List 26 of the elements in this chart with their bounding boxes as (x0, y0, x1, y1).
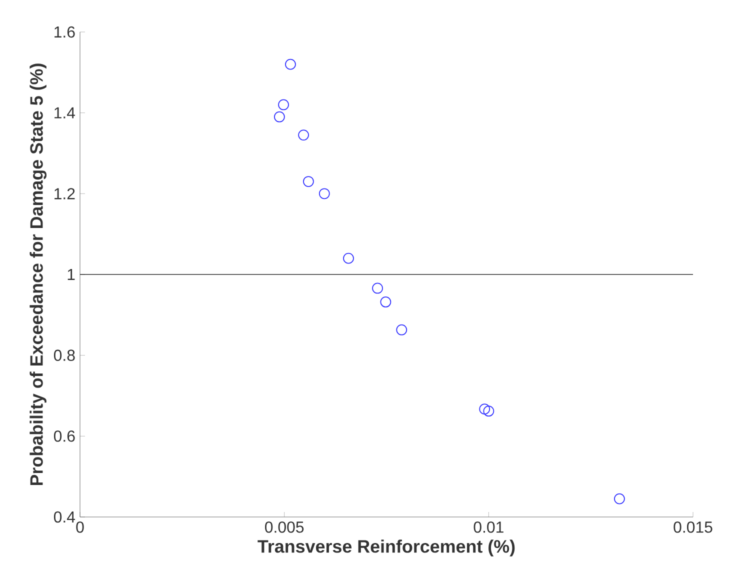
y-tick-label: 1.2 (54, 188, 75, 200)
x-tick-label: 0 (76, 522, 84, 533)
y-tick-label: 1 (68, 269, 75, 280)
point (318, 188, 330, 200)
x-tick-label: 0.005 (265, 522, 304, 533)
point (278, 99, 289, 110)
point (285, 58, 296, 70)
point (372, 282, 383, 294)
y-tick-label: 0.4 (54, 511, 76, 523)
point (380, 296, 392, 308)
point (483, 406, 494, 417)
point (479, 404, 490, 415)
point (396, 324, 408, 336)
y-tick-label: 1.4 (54, 107, 76, 118)
point (614, 493, 625, 504)
y-tick-label: 0.8 (54, 350, 75, 361)
x-tick-label: 0.01 (474, 522, 504, 533)
y-axis-title: Probability of Exceedance for Damage State 5 (%) (30, 64, 46, 486)
x-tick-label: 0.015 (674, 522, 712, 533)
point (343, 252, 354, 264)
y-tick-label: 0.6 (54, 430, 75, 442)
y-tick-label: 1.6 (54, 26, 75, 38)
point (298, 130, 309, 140)
point (274, 111, 285, 122)
point (303, 176, 314, 187)
x-axis-title: Transverse Reinforcement (%) (258, 540, 515, 556)
